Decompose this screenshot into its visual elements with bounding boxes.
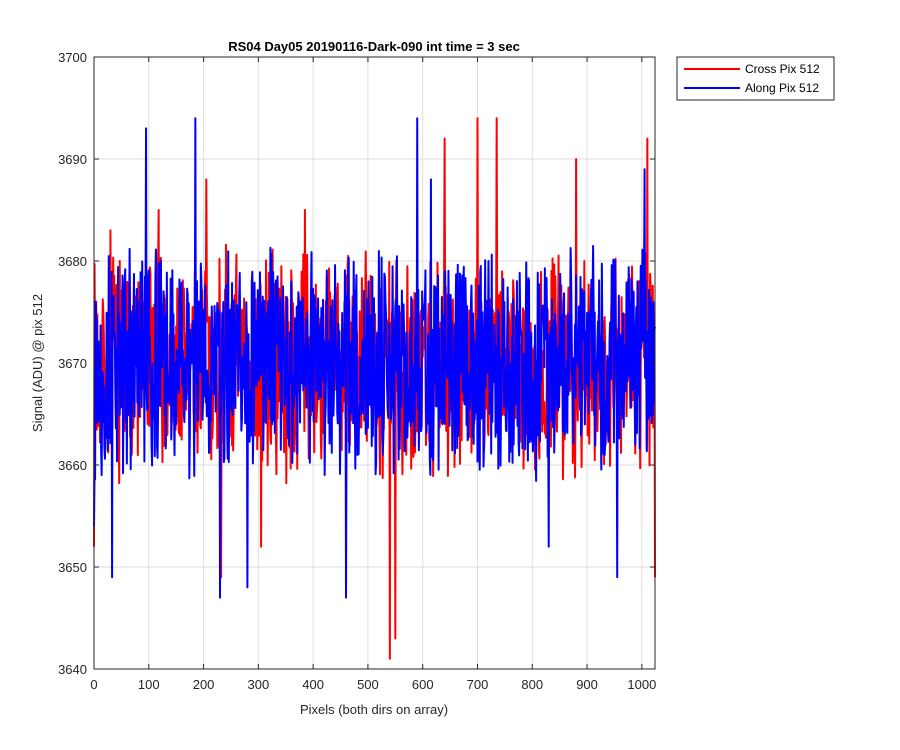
y-tick-label: 3690 xyxy=(58,152,87,167)
x-tick-label: 1000 xyxy=(627,677,656,692)
legend-label-along: Along Pix 512 xyxy=(745,81,819,95)
x-tick-label: 700 xyxy=(467,677,489,692)
x-tick-label: 200 xyxy=(193,677,215,692)
x-tick-label: 0 xyxy=(90,677,97,692)
y-tick-label: 3680 xyxy=(58,254,87,269)
x-tick-label: 900 xyxy=(576,677,598,692)
y-tick-label: 3700 xyxy=(58,50,87,65)
x-tick-label: 800 xyxy=(521,677,543,692)
x-axis-label: Pixels (both dirs on array) xyxy=(300,702,448,717)
x-tick-label: 100 xyxy=(138,677,160,692)
chart-title: RS04 Day05 20190116-Dark-090 int time = … xyxy=(228,39,520,54)
legend-box xyxy=(676,56,835,101)
series-layer xyxy=(93,117,656,660)
legend: Cross Pix 512 Along Pix 512 xyxy=(676,56,835,101)
y-tick-label: 3640 xyxy=(58,662,87,677)
x-tick-label: 300 xyxy=(248,677,270,692)
series-line-1 xyxy=(93,117,656,599)
y-axis-label: Signal (ADU) @ pix 512 xyxy=(30,294,45,432)
ticks: 0 100 200 300 400 500 600 700 800 900 1000 3640 3650… xyxy=(58,50,656,692)
y-tick-label: 3650 xyxy=(58,560,87,575)
legend-label-cross: Cross Pix 512 xyxy=(745,62,820,76)
x-tick-label: 500 xyxy=(357,677,379,692)
x-tick-label: 400 xyxy=(302,677,324,692)
y-tick-label: 3670 xyxy=(58,356,87,371)
y-tick-label: 3660 xyxy=(58,458,87,473)
x-tick-label: 600 xyxy=(412,677,434,692)
